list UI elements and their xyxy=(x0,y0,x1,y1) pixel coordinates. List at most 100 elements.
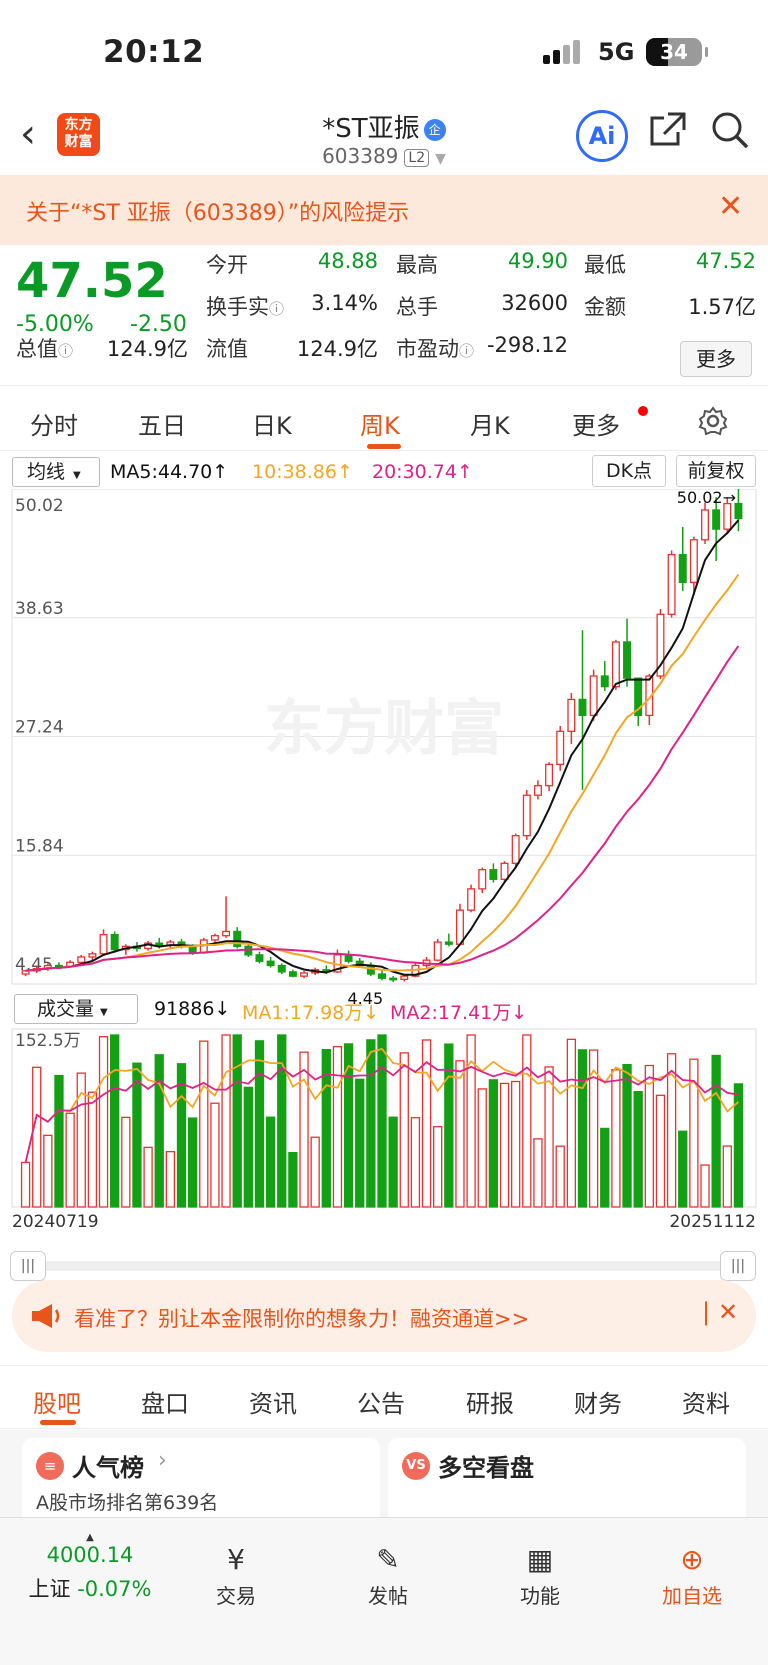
ma10-line xyxy=(25,573,740,972)
volume-bar xyxy=(187,1117,198,1208)
kline-chart-area: 均线 ▼ MA5:44.70↑ 10:38.86↑ 20:30.74↑ DK点 前… xyxy=(0,451,768,1281)
tabbar-label: 加自选 xyxy=(662,1584,722,1608)
tab-five-day[interactable]: 五日 xyxy=(138,412,186,440)
change-percent: -5.00% xyxy=(16,312,94,337)
settings-icon[interactable] xyxy=(698,406,728,436)
volume-bar xyxy=(87,1091,98,1208)
quote-field-value: 124.9亿 xyxy=(296,337,378,361)
candle-body xyxy=(567,698,576,733)
tabbar-trade[interactable]: ¥ 交易 xyxy=(176,1540,296,1609)
dk-point-button[interactable]: DK点 xyxy=(592,455,666,487)
tab-weekly-k[interactable]: 周K xyxy=(360,412,400,440)
chevron-right-icon: › xyxy=(158,1448,167,1473)
tab-research[interactable]: 研报 xyxy=(466,1390,514,1418)
stock-code-row[interactable]: 603389 L2 ▼ xyxy=(0,144,768,168)
battery-icon: 34 xyxy=(646,38,708,66)
tab-more[interactable]: 更多 xyxy=(572,412,620,440)
quote-field-label: 最高 xyxy=(396,253,438,277)
candle-body xyxy=(667,554,676,615)
kline-svg[interactable]: 50.02 38.63 27.24 15.84 4.45 东方财富 50.02→ 4.45 15… xyxy=(0,489,768,1249)
volume-bar xyxy=(199,1040,209,1208)
range-scrollbar[interactable] xyxy=(40,1261,728,1271)
volume-bar xyxy=(533,1138,543,1208)
volume-bar xyxy=(678,1130,688,1208)
tabbar-post[interactable]: ✎ 发帖 xyxy=(328,1540,448,1609)
volume-bar xyxy=(733,1083,744,1208)
tab-order-book[interactable]: 盘口 xyxy=(141,1390,189,1418)
volume-bar xyxy=(444,1043,454,1208)
notification-dot xyxy=(638,406,648,416)
info-icon[interactable]: ⓘ xyxy=(58,342,74,360)
app-logo[interactable]: 东方财富 xyxy=(57,113,100,156)
volume-bar xyxy=(165,1150,176,1208)
close-icon[interactable]: ✕ xyxy=(718,1298,739,1326)
volume-bar xyxy=(711,1054,721,1208)
candle-body xyxy=(600,675,609,688)
tab-monthly-k[interactable]: 月K xyxy=(470,412,510,440)
volume-bar xyxy=(655,1094,666,1208)
more-button[interactable]: 更多 xyxy=(680,341,752,377)
promo-text: 看准了？别让本金限制你的想象力！融资通道>> xyxy=(74,1307,530,1331)
range-right-handle[interactable]: ||| xyxy=(720,1251,756,1281)
candle-body xyxy=(455,909,464,945)
candle-body xyxy=(522,794,531,837)
search-icon[interactable] xyxy=(710,110,750,150)
tab-forum[interactable]: 股吧 xyxy=(33,1390,81,1418)
candle-body xyxy=(634,677,643,717)
info-icon[interactable]: ⓘ xyxy=(269,300,285,318)
volume-bar xyxy=(666,1053,677,1208)
candle-body xyxy=(511,835,520,864)
back-icon[interactable]: ‹ xyxy=(20,111,36,157)
ai-assistant-button[interactable]: Ai xyxy=(576,110,628,162)
info-icon[interactable]: ⓘ xyxy=(459,342,475,360)
financing-promo-banner[interactable]: 看准了？别让本金限制你的想象力！融资通道>> | ✕ xyxy=(12,1280,756,1352)
chevron-down-icon: ▼ xyxy=(73,470,81,481)
candle-body xyxy=(545,763,554,787)
long-short-title: 多空看盘 xyxy=(438,1454,534,1482)
volume-ma1-line xyxy=(24,1047,739,1163)
ma20-line xyxy=(25,645,740,972)
add-circle-icon: ⊕ xyxy=(680,1543,704,1576)
tabbar-add-watchlist[interactable]: ⊕ 加自选 xyxy=(632,1540,752,1609)
candle-body xyxy=(656,613,665,677)
vs-icon: VS xyxy=(402,1452,430,1480)
cards-row: ≡ 人气榜 › A股市场排名第639名 VS 多空看盘 xyxy=(0,1430,768,1538)
candle-body xyxy=(400,975,409,980)
candle-body xyxy=(712,509,721,530)
quote-panel: 47.52 -5.00% -2.50 今开 48.88 最高 49.90 最低 … xyxy=(0,245,768,385)
adjust-button[interactable]: 前复权 xyxy=(676,455,756,487)
tab-profile[interactable]: 资料 xyxy=(682,1390,730,1418)
indicator-label: 均线 xyxy=(27,461,66,483)
volume-bar xyxy=(132,1062,142,1208)
tab-announcements[interactable]: 公告 xyxy=(357,1390,405,1418)
tabbar-functions[interactable]: ▦ 功能 xyxy=(480,1540,600,1609)
share-icon[interactable] xyxy=(648,110,688,150)
close-icon[interactable]: ✕ xyxy=(718,189,744,224)
risk-notice-banner[interactable]: 关于“*ST 亚振（603389）”的风险提示 ✕ xyxy=(0,175,768,245)
volume-bar xyxy=(522,1034,532,1208)
volume-bar xyxy=(243,1086,253,1208)
tab-news[interactable]: 资讯 xyxy=(249,1390,297,1418)
volume-bar xyxy=(588,1049,599,1208)
candle-body xyxy=(478,869,487,890)
volume-indicator-select[interactable]: 成交量 ▼ xyxy=(14,994,138,1024)
rank-icon: ≡ xyxy=(36,1452,64,1480)
caret-up-icon: ▲ xyxy=(86,1532,94,1543)
volume-bar xyxy=(644,1064,654,1208)
risk-notice-text: 关于“*ST 亚振（603389）”的风险提示 xyxy=(26,201,410,226)
indicator-select[interactable]: 均线 ▼ xyxy=(12,457,100,487)
max-price-label: 50.02→ xyxy=(677,489,736,507)
volume-bar xyxy=(722,1145,732,1208)
index-ticker[interactable]: ▲ 4000.14 上证 -0.07% xyxy=(20,1532,160,1603)
tab-daily-k[interactable]: 日K xyxy=(252,412,292,440)
tab-finance[interactable]: 财务 xyxy=(574,1390,622,1418)
volume-bar xyxy=(98,1036,109,1208)
stock-title: *ST亚振企 xyxy=(0,108,768,145)
volume-bar xyxy=(421,1039,432,1208)
range-left-handle[interactable]: ||| xyxy=(10,1251,46,1281)
logo-text: 东方财富 xyxy=(64,117,93,150)
quote-field-label: 总手 xyxy=(396,295,438,319)
tabbar-label: 功能 xyxy=(520,1584,560,1608)
bottom-tab-bar: ▲ 4000.14 上证 -0.07% ¥ 交易 ✎ 发帖 ▦ 功能 ⊕ 加自选 xyxy=(0,1517,768,1665)
tab-intraday[interactable]: 分时 xyxy=(30,412,78,440)
